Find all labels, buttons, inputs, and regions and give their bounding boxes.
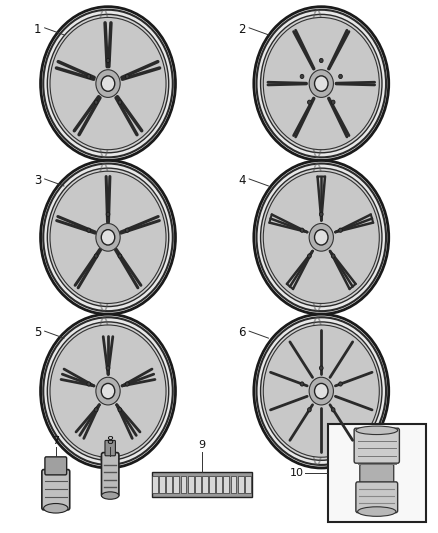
Ellipse shape — [356, 426, 398, 434]
Ellipse shape — [319, 59, 323, 62]
Bar — [231, 477, 237, 494]
Ellipse shape — [96, 70, 120, 98]
Text: 4: 4 — [239, 174, 246, 187]
Ellipse shape — [47, 14, 169, 153]
Ellipse shape — [309, 223, 333, 251]
Ellipse shape — [300, 74, 304, 78]
Text: 6: 6 — [239, 326, 246, 339]
Ellipse shape — [331, 100, 335, 104]
Ellipse shape — [96, 223, 120, 251]
Ellipse shape — [41, 7, 176, 160]
Ellipse shape — [254, 7, 389, 160]
Ellipse shape — [339, 74, 343, 78]
Text: 8: 8 — [106, 435, 114, 446]
Ellipse shape — [94, 254, 98, 258]
FancyBboxPatch shape — [360, 464, 394, 488]
Bar — [152, 477, 158, 494]
Bar — [223, 477, 230, 494]
Ellipse shape — [307, 100, 311, 104]
Ellipse shape — [102, 492, 119, 499]
Ellipse shape — [118, 254, 122, 258]
Ellipse shape — [314, 230, 328, 245]
Bar — [216, 477, 222, 494]
Bar — [152, 472, 252, 497]
Ellipse shape — [41, 314, 176, 468]
Text: 5: 5 — [34, 326, 42, 339]
Ellipse shape — [261, 14, 382, 153]
Ellipse shape — [263, 171, 379, 303]
Ellipse shape — [307, 408, 311, 412]
Ellipse shape — [314, 383, 328, 399]
Ellipse shape — [300, 228, 304, 232]
Ellipse shape — [261, 168, 382, 306]
Ellipse shape — [309, 377, 333, 405]
Ellipse shape — [106, 59, 110, 62]
Text: 10: 10 — [290, 469, 304, 478]
Ellipse shape — [50, 171, 166, 303]
Ellipse shape — [87, 74, 91, 78]
Ellipse shape — [87, 382, 91, 386]
Ellipse shape — [357, 507, 396, 516]
Ellipse shape — [101, 230, 115, 245]
Ellipse shape — [339, 382, 343, 386]
Ellipse shape — [125, 228, 129, 232]
Text: 2: 2 — [239, 22, 246, 36]
Ellipse shape — [331, 254, 335, 258]
Bar — [209, 477, 215, 494]
Ellipse shape — [254, 314, 389, 468]
Ellipse shape — [118, 100, 122, 104]
Ellipse shape — [300, 382, 304, 386]
Ellipse shape — [339, 228, 343, 232]
Ellipse shape — [106, 212, 110, 216]
Bar — [195, 477, 201, 494]
Ellipse shape — [261, 322, 382, 461]
Ellipse shape — [314, 76, 328, 91]
FancyBboxPatch shape — [105, 440, 116, 456]
Ellipse shape — [47, 168, 169, 306]
Bar — [328, 424, 426, 522]
Bar — [245, 477, 251, 494]
Ellipse shape — [44, 504, 68, 513]
Text: 1: 1 — [34, 22, 42, 36]
Ellipse shape — [47, 322, 169, 461]
Text: 7: 7 — [52, 435, 60, 446]
FancyBboxPatch shape — [356, 482, 398, 513]
Text: 3: 3 — [34, 174, 42, 187]
FancyBboxPatch shape — [354, 428, 399, 463]
Ellipse shape — [87, 228, 91, 232]
Ellipse shape — [263, 18, 379, 150]
Ellipse shape — [94, 408, 98, 412]
Ellipse shape — [96, 377, 120, 405]
Ellipse shape — [309, 70, 333, 98]
Ellipse shape — [41, 160, 176, 314]
Ellipse shape — [319, 212, 323, 216]
FancyBboxPatch shape — [102, 453, 119, 497]
Ellipse shape — [101, 76, 115, 91]
Bar — [188, 477, 194, 494]
FancyBboxPatch shape — [45, 457, 67, 475]
Ellipse shape — [331, 408, 335, 412]
Ellipse shape — [263, 325, 379, 457]
Text: 9: 9 — [198, 440, 205, 450]
Ellipse shape — [101, 383, 115, 399]
Ellipse shape — [94, 100, 98, 104]
FancyBboxPatch shape — [42, 470, 70, 510]
Ellipse shape — [319, 366, 323, 370]
Bar — [166, 477, 172, 494]
Ellipse shape — [50, 18, 166, 150]
Ellipse shape — [254, 160, 389, 314]
Bar — [180, 477, 187, 494]
Ellipse shape — [307, 254, 311, 258]
Bar — [159, 477, 165, 494]
Ellipse shape — [50, 325, 166, 457]
Bar — [202, 477, 208, 494]
Ellipse shape — [125, 382, 129, 386]
Ellipse shape — [118, 408, 122, 412]
Ellipse shape — [125, 74, 129, 78]
Bar — [173, 477, 179, 494]
Bar — [238, 477, 244, 494]
Ellipse shape — [106, 366, 110, 370]
